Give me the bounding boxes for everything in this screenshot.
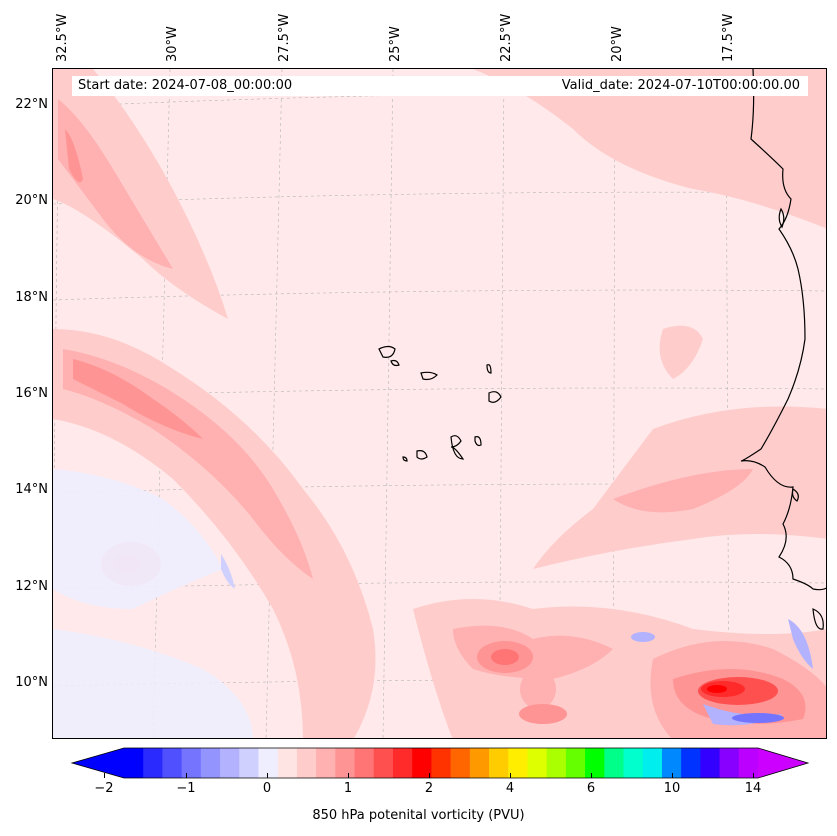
colorbar-cell (220, 748, 240, 778)
colorbar-tick-4: 1 (343, 781, 353, 796)
colorbar-cell (335, 748, 356, 778)
colorbar-max-extension (758, 748, 808, 778)
colorbar-cell (719, 748, 740, 778)
colorbar-cell (489, 748, 509, 778)
colorbar-cell (623, 748, 644, 778)
colorbar-cell (585, 748, 605, 778)
colorbar-cell (661, 748, 682, 778)
lat-label-16n: 16°N (15, 386, 48, 401)
lon-label-32-5w: 32.5°W (55, 13, 70, 62)
start-date-banner: Start date: 2024-07-08_00:00:00 (72, 76, 438, 96)
lon-label-22-5w: 22.5°W (499, 13, 514, 62)
colorbar-tick-9: 14 (744, 781, 762, 796)
cape-verde-islands (378, 345, 502, 462)
colorbar-cell (162, 748, 183, 778)
colorbar-cell (143, 748, 163, 778)
lat-label-14n: 14°N (15, 482, 48, 497)
colorbar-cell (373, 748, 394, 778)
map-panel (52, 68, 827, 739)
colorbar-cell (392, 748, 413, 778)
lat-label-10n: 10°N (15, 675, 48, 690)
colorbar-min-extension (72, 748, 124, 778)
colorbar-cell (700, 748, 721, 778)
colorbar-tick-1: −2 (94, 781, 114, 796)
colorbar-cell (527, 748, 548, 778)
lon-label-27-5w: 27.5°W (277, 13, 292, 62)
colorbar-cell (181, 748, 202, 778)
colorbar-cell (508, 748, 528, 778)
colorbar-cell (738, 748, 759, 778)
start-date-text: Start date: 2024-07-08_00:00:00 (78, 78, 293, 93)
colorbar-cell (681, 748, 701, 778)
colorbar-outline (70, 747, 810, 779)
colorbar-cell (239, 748, 259, 778)
colorbar-cell (604, 748, 625, 778)
colorbar-tick-8: 10 (663, 781, 681, 796)
colorbar-cell (316, 748, 336, 778)
colorbar-cell (412, 748, 432, 778)
colorbar-cell (124, 748, 144, 778)
valid-date-text: Valid_date: 2024-07-10T00:00:00.00 (561, 78, 800, 93)
colorbar-cell (546, 748, 567, 778)
colorbar-cell (354, 748, 375, 778)
colorbar-cell (642, 748, 663, 778)
lon-label-17-5w: 17.5°W (721, 13, 736, 62)
colorbar-tick-7: 6 (586, 781, 596, 796)
colorbar-cell (565, 748, 586, 778)
lat-label-22n: 22°N (15, 97, 48, 112)
colorbar-cell (469, 748, 490, 778)
colorbar-cell (258, 748, 279, 778)
colorbar-tick-3: 0 (262, 781, 272, 796)
colorbar-cell (200, 748, 221, 778)
colorbar (70, 747, 810, 779)
lon-label-25w: 25°W (388, 26, 403, 62)
colorbar-tick-2: −1 (176, 781, 196, 796)
colorbar-cell (277, 748, 298, 778)
colorbar-label: 850 hPa potenital vorticity (PVU) (312, 808, 525, 823)
colorbar-tick-6: 4 (505, 781, 515, 796)
pv-field (53, 69, 826, 738)
lon-label-30w: 30°W (165, 26, 180, 62)
colorbar-cell (296, 748, 317, 778)
lat-label-12n: 12°N (15, 579, 48, 594)
coastline (740, 69, 826, 630)
valid-date-banner: Valid_date: 2024-07-10T00:00:00.00 (432, 76, 808, 96)
lat-label-20n: 20°N (15, 193, 48, 208)
lat-label-18n: 18°N (15, 290, 48, 305)
lon-label-20w: 20°W (610, 26, 625, 62)
colorbar-tick-5: 2 (424, 781, 434, 796)
colorbar-cell (431, 748, 452, 778)
colorbar-cell (450, 748, 471, 778)
